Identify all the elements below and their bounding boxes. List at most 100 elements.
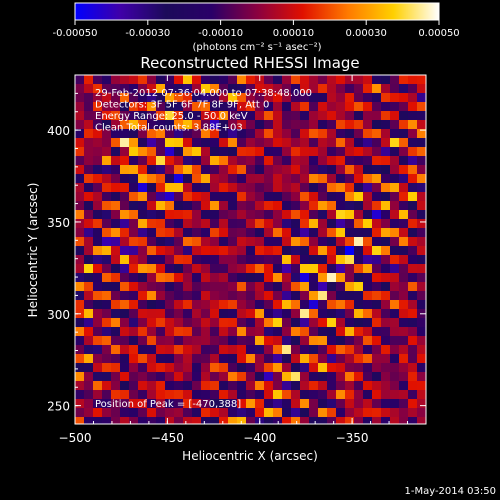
heatmap-cell (336, 390, 346, 400)
heatmap-cell (156, 255, 166, 265)
heatmap-cell (417, 381, 426, 391)
info-line: Energy Range: 25.0 - 50.0 keV (95, 111, 248, 122)
heatmap-cell (282, 327, 292, 337)
heatmap-cell (300, 300, 310, 310)
heatmap-cell (93, 417, 103, 424)
heatmap-cell (210, 228, 220, 238)
heatmap-cell (93, 318, 103, 328)
heatmap-cell (372, 120, 382, 130)
heatmap-cell (318, 228, 328, 238)
heatmap-cell (183, 183, 193, 193)
heatmap-cell (111, 192, 121, 202)
heatmap-cell (327, 138, 337, 148)
heatmap-cell (390, 264, 400, 274)
heatmap-cell (228, 129, 238, 139)
heatmap-cell (372, 309, 382, 319)
heatmap-cell (354, 318, 364, 328)
heatmap-cell (336, 84, 346, 94)
heatmap-cell (327, 390, 337, 400)
heatmap-cell (282, 336, 292, 346)
heatmap-cell (381, 138, 391, 148)
heatmap-cell (264, 237, 274, 247)
heatmap-cell (228, 102, 238, 112)
heatmap-cell (372, 282, 382, 292)
heatmap-cell (264, 372, 274, 382)
heatmap-cell (309, 228, 319, 238)
heatmap-cell (354, 84, 364, 94)
heatmap-cell (363, 210, 373, 220)
heatmap-cell (147, 327, 157, 337)
heatmap-cell (120, 219, 130, 229)
heatmap-cell (192, 84, 202, 94)
heatmap-cell (183, 408, 193, 418)
heatmap-cell (219, 345, 229, 355)
heatmap-cell (147, 246, 157, 256)
heatmap-cell (318, 390, 328, 400)
heatmap-cell (336, 183, 346, 193)
heatmap-cell (111, 156, 121, 166)
heatmap-cell (84, 237, 94, 247)
heatmap-cell (75, 183, 85, 193)
heatmap-cell (183, 201, 193, 211)
heatmap-cell (372, 210, 382, 220)
heatmap-cell (345, 291, 355, 301)
heatmap-cell (399, 174, 409, 184)
heatmap-cell (201, 363, 211, 373)
heatmap-cell (264, 147, 274, 157)
heatmap-cell (345, 219, 355, 229)
heatmap-cell (129, 192, 139, 202)
heatmap-cell (93, 264, 103, 274)
heatmap-cell (237, 264, 247, 274)
heatmap-cell (102, 273, 112, 283)
heatmap-cell (264, 156, 274, 166)
heatmap-cell (399, 156, 409, 166)
heatmap-cell (372, 291, 382, 301)
heatmap-cell (255, 327, 265, 337)
heatmap-cell (192, 156, 202, 166)
heatmap-cell (84, 147, 94, 157)
heatmap-cell (336, 102, 346, 112)
heatmap-cell (84, 390, 94, 400)
heatmap-cell (363, 228, 373, 238)
heatmap-cell (210, 300, 220, 310)
heatmap-cell (111, 129, 121, 139)
heatmap-cell (183, 273, 193, 283)
heatmap-cell (246, 174, 256, 184)
heatmap-cell (363, 372, 373, 382)
heatmap-cell (282, 201, 292, 211)
y-tick-label: 400 (47, 124, 70, 138)
heatmap-cell (120, 372, 130, 382)
heatmap-cell (309, 111, 319, 121)
info-line: 29-Feb-2012 07:36:04.000 to 07:38:48.000 (95, 88, 312, 99)
heatmap-cell (210, 129, 220, 139)
heatmap-cell (174, 318, 184, 328)
heatmap-cell (309, 381, 319, 391)
heatmap-cell (201, 165, 211, 175)
heatmap-cell (102, 309, 112, 319)
heatmap-cell (165, 147, 175, 157)
heatmap-cell (120, 327, 130, 337)
heatmap-cell (228, 174, 238, 184)
heatmap-cell (237, 327, 247, 337)
heatmap-cell (147, 201, 157, 211)
heatmap-cell (417, 399, 426, 409)
heatmap-cell (192, 381, 202, 391)
heatmap-cell (84, 246, 94, 256)
heatmap-cell (219, 147, 229, 157)
heatmap-cell (255, 372, 265, 382)
heatmap-cell (192, 417, 202, 424)
heatmap-cell (363, 174, 373, 184)
heatmap-cell (372, 165, 382, 175)
heatmap-cell (309, 363, 319, 373)
heatmap-cell (318, 75, 328, 85)
heatmap-cell (129, 219, 139, 229)
heatmap-cell (165, 192, 175, 202)
heatmap-cell (237, 372, 247, 382)
heatmap-cell (228, 381, 238, 391)
heatmap-cell (399, 345, 409, 355)
heatmap-cell (201, 408, 211, 418)
heatmap-cell (120, 192, 130, 202)
heatmap-cell (336, 129, 346, 139)
heatmap-cell (165, 165, 175, 175)
heatmap-cell (399, 219, 409, 229)
